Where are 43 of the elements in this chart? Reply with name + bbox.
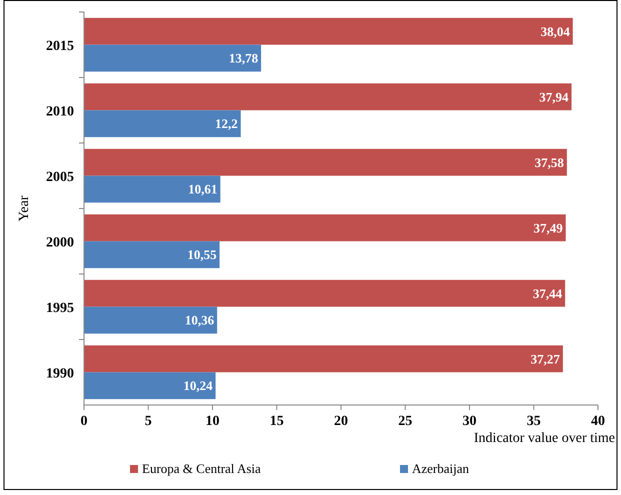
x-axis-title: Indicator value over time — [474, 431, 615, 446]
x-tick-label: 25 — [398, 414, 412, 429]
data-label: 10,61 — [188, 182, 218, 197]
y-tick-label: 2010 — [46, 104, 74, 120]
data-label: 37,58 — [534, 154, 564, 170]
data-label: 10,36 — [184, 312, 215, 328]
y-axis-title: Year — [17, 195, 32, 222]
x-tick-label: 30 — [462, 414, 476, 429]
bar — [84, 18, 573, 45]
x-tick-label: 15 — [270, 414, 284, 429]
bar — [84, 148, 567, 176]
bar — [84, 372, 216, 400]
data-label: 37,27 — [530, 351, 560, 366]
legend-label: Azerbaijan — [412, 461, 470, 476]
bar — [84, 306, 218, 334]
bar — [84, 280, 566, 307]
data-label: 38,04 — [540, 24, 570, 39]
bar — [84, 83, 572, 110]
data-label: 37,49 — [533, 220, 564, 236]
bar — [84, 345, 563, 372]
data-label: 13,78 — [228, 50, 259, 66]
x-tick-label: 40 — [591, 414, 605, 429]
x-tick-label: 5 — [144, 414, 152, 429]
x-tick-label: 20 — [334, 414, 348, 429]
y-tick-label: 1995 — [46, 300, 74, 316]
data-label: 37,94 — [539, 89, 570, 104]
bar — [84, 214, 566, 242]
data-label: 10,24 — [183, 378, 214, 394]
bar — [84, 176, 220, 203]
bar — [84, 241, 220, 268]
data-label: 10,55 — [187, 247, 218, 262]
y-tick-label: 2005 — [46, 170, 74, 185]
y-tick-label: 1990 — [46, 366, 74, 382]
y-tick-label: 2000 — [46, 235, 74, 250]
bar — [84, 44, 262, 72]
bar — [84, 110, 241, 138]
x-tick-label: 10 — [206, 414, 220, 429]
data-label: 37,44 — [532, 286, 563, 301]
x-tick-label: 35 — [526, 414, 541, 429]
data-label: 12,2 — [215, 116, 238, 132]
x-tick-label: 0 — [80, 414, 88, 429]
y-tick-label: 2015 — [46, 38, 74, 54]
legend-label: Europa & Central Asia — [142, 461, 262, 476]
